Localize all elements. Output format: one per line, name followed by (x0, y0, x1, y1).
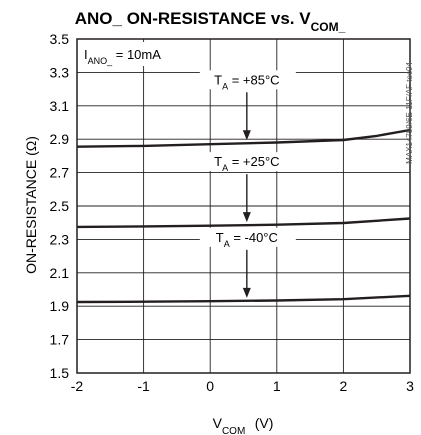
x-tick-label: 3 (406, 378, 414, 394)
y-tick-label: 1.5 (50, 365, 70, 381)
series-line-2 (76, 217, 411, 229)
y-tick-labels: 1.5 1.7 1.9 2.1 2.3 2.5 2.7 2.9 3.1 3.3 3.5 (50, 31, 70, 381)
series-label-1: TA = +85°C (214, 72, 279, 91)
y-tick-label: 2.1 (50, 265, 70, 281)
x-tick-label: -1 (137, 378, 150, 394)
chart-title: ANO_ ON-RESISTANCE vs. VCOM_ (75, 9, 346, 34)
x-tick-label: 1 (273, 378, 281, 394)
y-tick-label: 1.9 (50, 298, 70, 314)
y-tick-label: 3.1 (50, 98, 70, 114)
series-label-bg (199, 227, 296, 247)
y-tick-label: 3.3 (50, 64, 70, 80)
series-label-2: TA = +25°C (214, 154, 279, 173)
condition-label: IANO_ = 10mA (84, 47, 161, 66)
condition-label-bg (80, 42, 180, 66)
series-arrowhead-1 (242, 130, 251, 141)
series-arrowhead-3 (242, 287, 251, 298)
x-tick-label: -2 (71, 378, 84, 394)
x-axis-label: VCOM_ (V) (213, 415, 274, 435)
y-tick-label: 2.5 (50, 198, 70, 214)
y-tick-label: 2.3 (50, 231, 70, 247)
series-arrowhead-2 (242, 212, 251, 223)
x-tick-label: 2 (340, 378, 348, 394)
series-label-bg (199, 70, 296, 90)
x-tick-labels: -2 -1 0 1 2 3 (71, 378, 414, 394)
y-tick-label: 2.9 (50, 131, 70, 147)
series-label-bg (199, 152, 296, 172)
y-tick-label: 1.7 (50, 332, 70, 348)
series-lines (76, 128, 411, 304)
series-line-1 (76, 128, 411, 148)
x-tick-label: 0 (206, 378, 214, 394)
y-tick-label: 2.7 (50, 165, 70, 181)
plot-frame (76, 38, 411, 374)
series-labels: TA = +85°C TA = +25°C TA = -40°C IANO_ = 10… (80, 42, 296, 298)
y-axis-label: ON-RESISTANCE (Ω) (23, 136, 39, 274)
y-tick-label: 3.5 (50, 31, 70, 47)
figure-id-text: MAX14759/6E-11F/AF toc04 (405, 62, 414, 164)
series-line-3 (76, 294, 411, 304)
series-label-3: TA = -40°C (216, 230, 278, 249)
